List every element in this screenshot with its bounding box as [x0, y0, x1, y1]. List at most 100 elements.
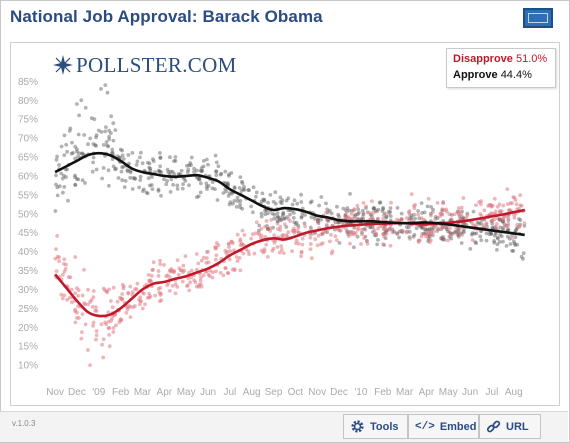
tools-button[interactable]: Tools	[343, 414, 408, 439]
disapprove-poll-point	[101, 337, 106, 342]
approve-poll-point	[214, 169, 218, 174]
approve-poll-point	[173, 159, 178, 163]
disapprove-poll-point	[249, 236, 254, 241]
embed-button[interactable]: </> Embed	[408, 414, 479, 439]
y-tick-label: 65%	[18, 153, 38, 164]
approve-poll-point	[510, 249, 514, 253]
disapprove-poll-point	[390, 230, 395, 235]
approve-poll-point	[501, 225, 506, 230]
approve-poll-point	[266, 200, 270, 205]
disapprove-poll-point	[292, 230, 297, 235]
approve-poll-point	[357, 210, 361, 215]
disapprove-poll-point	[425, 232, 429, 237]
approve-poll-point	[149, 183, 154, 187]
approve-poll-point	[517, 217, 521, 221]
disapprove-poll-point	[361, 211, 366, 216]
chart-title: National Job Approval: Barack Obama	[10, 7, 323, 26]
disapprove-poll-point	[519, 204, 524, 208]
disapprove-poll-point	[226, 242, 231, 246]
legend-approve[interactable]: Approve 44.4%	[453, 69, 532, 81]
approve-poll-point	[454, 229, 458, 234]
approve-poll-point	[180, 186, 185, 191]
approve-poll-point	[171, 182, 176, 187]
fullscreen-icon[interactable]	[523, 8, 553, 28]
disapprove-poll-point	[474, 203, 478, 208]
disapprove-poll-point	[170, 284, 175, 288]
approve-poll-point	[133, 177, 138, 181]
approve-poll-point	[420, 211, 424, 215]
disapprove-poll-point	[158, 286, 163, 290]
disapprove-poll-point	[238, 268, 243, 273]
approve-poll-point	[325, 207, 330, 212]
disapprove-poll-point	[54, 247, 58, 252]
disapprove-poll-point	[294, 241, 298, 246]
disapprove-poll-point	[300, 242, 305, 247]
approve-poll-point	[197, 177, 202, 182]
approve-poll-point	[498, 225, 502, 230]
disapprove-poll-point	[482, 208, 487, 213]
approve-poll-point	[96, 128, 101, 133]
approve-poll-point	[225, 181, 230, 186]
disapprove-poll-point	[460, 233, 464, 237]
disapprove-poll-point	[227, 257, 232, 262]
approve-poll-point	[105, 90, 110, 95]
approve-poll-point	[94, 167, 99, 172]
disapprove-poll-point	[514, 202, 519, 207]
disapprove-poll-point	[196, 284, 201, 289]
disapprove-poll-point	[142, 291, 146, 296]
approve-poll-point	[279, 201, 284, 206]
disapprove-poll-point	[111, 326, 116, 330]
approve-poll-point	[59, 171, 64, 176]
disapprove-poll-point	[73, 291, 77, 295]
approve-poll-point	[54, 157, 59, 162]
approve-poll-point	[228, 200, 233, 205]
approve-poll-point	[107, 183, 111, 188]
disapprove-poll-point	[319, 242, 323, 247]
url-button[interactable]: URL	[479, 414, 541, 439]
approve-poll-point	[395, 231, 399, 236]
approve-poll-point	[150, 175, 154, 179]
disapprove-poll-point	[278, 224, 283, 229]
disapprove-poll-point	[361, 201, 366, 205]
disapprove-poll-point	[194, 252, 199, 256]
approve-poll-point	[409, 215, 414, 220]
approve-poll-point	[362, 227, 367, 231]
disapprove-poll-point	[313, 237, 318, 242]
disapprove-poll-point	[237, 256, 242, 260]
disapprove-poll-point	[88, 363, 92, 367]
approve-poll-point	[231, 201, 235, 206]
approve-poll-point	[205, 187, 209, 192]
disapprove-poll-point	[355, 203, 360, 208]
approve-poll-point	[479, 238, 484, 243]
disapprove-poll-point	[383, 224, 388, 229]
approve-poll-point	[151, 157, 155, 162]
approve-poll-point	[201, 159, 206, 163]
disapprove-poll-point	[264, 219, 269, 223]
approve-poll-point	[459, 231, 463, 236]
disapprove-poll-point	[75, 316, 79, 320]
approve-poll-point	[240, 181, 245, 186]
approve-poll-point	[376, 238, 380, 242]
disapprove-poll-point	[315, 243, 320, 248]
disapprove-poll-point	[189, 275, 194, 280]
approve-poll-point	[99, 87, 103, 91]
approve-poll-point	[237, 186, 242, 190]
approve-poll-point	[276, 219, 280, 224]
legend-disapprove[interactable]: Disapprove 51.0%	[453, 53, 547, 65]
x-tick-label: Sep	[265, 387, 283, 398]
approve-poll-point	[435, 216, 440, 221]
approve-poll-point	[355, 234, 360, 239]
approve-poll-point	[484, 231, 489, 236]
disapprove-poll-point	[386, 212, 391, 216]
disapprove-poll-point	[365, 238, 369, 243]
approve-poll-point	[489, 232, 494, 237]
disapprove-poll-point	[321, 230, 326, 235]
disapprove-poll-point	[359, 242, 363, 246]
approve-poll-point	[495, 242, 500, 247]
disapprove-poll-point	[479, 199, 483, 204]
disapprove-poll-point	[55, 234, 59, 238]
approve-poll-point	[335, 204, 339, 209]
approve-poll-point	[286, 196, 291, 201]
approve-poll-point	[299, 200, 304, 204]
disapprove-poll-point	[80, 293, 85, 298]
